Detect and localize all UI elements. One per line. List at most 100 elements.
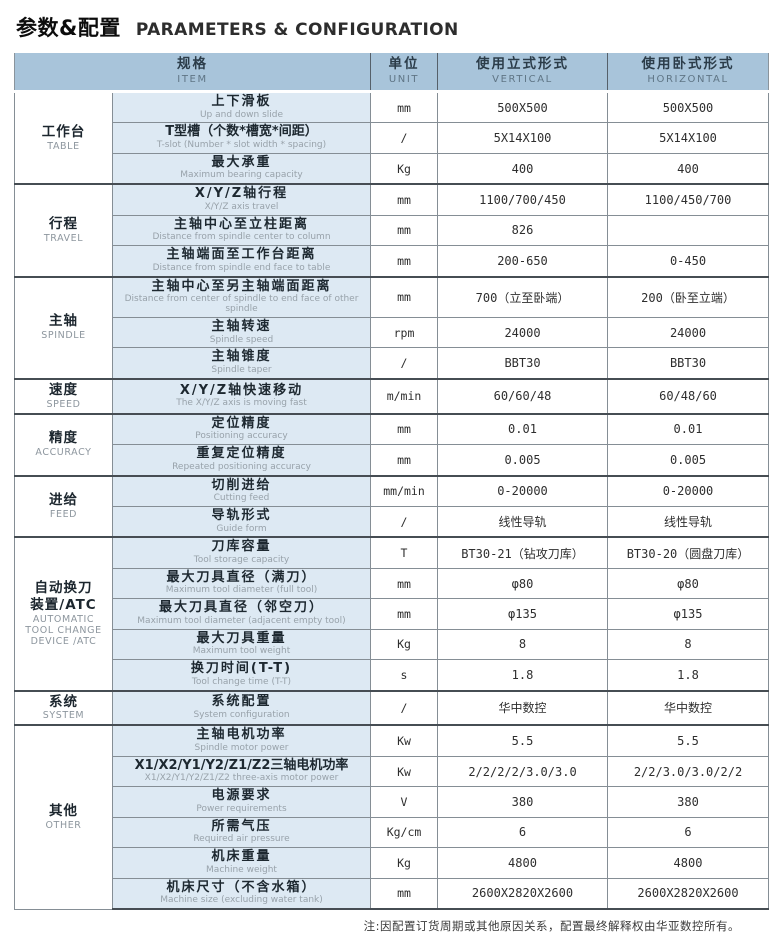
table-row: 其他 OTHER 主轴电机功率 Spindle motor power Kw 5.5 5.5 xyxy=(14,724,769,910)
page-title-zh: 参数&配置 xyxy=(16,16,121,40)
vertical-value-cell: 8 xyxy=(437,628,608,661)
column-header-vertical-zh: 使用立式形式 xyxy=(476,56,569,72)
unit-cell: mm xyxy=(370,567,438,600)
horizontal-value-cell: 华中数控 xyxy=(607,689,769,726)
item-name-en: The X/Y/Z axis is moving fast xyxy=(176,398,307,409)
table-header: 规格 ITEM 单位 UNIT 使用立式形式 VERTICAL 使用卧式形式 H… xyxy=(14,53,769,93)
item-name-en: Machine size (excluding water tank) xyxy=(160,895,323,906)
item-name-en: Positioning accuracy xyxy=(195,431,288,442)
horizontal-value-cell: 4800 xyxy=(607,847,769,879)
category-name-en: AUTOMATIC TOOL CHANGE DEVICE /ATC xyxy=(25,613,102,647)
item-name-en: Up and down slide xyxy=(199,109,284,120)
vertical-value-cell: 826 xyxy=(437,214,608,247)
item-name-en: Maximum bearing capacity xyxy=(180,170,303,181)
horizontal-value-cell: 6 xyxy=(607,816,769,849)
category-name-zh: 精度 xyxy=(49,430,78,447)
category-name-zh: 进给 xyxy=(49,492,78,509)
unit-cell: mm/min xyxy=(370,474,438,507)
item-name-zh: 最大承重 xyxy=(211,154,272,170)
vertical-value-cell: 0-20000 xyxy=(437,474,608,507)
item-name-en: Required air pressure xyxy=(193,834,290,845)
table-row: 电源要求 Power requirements V 380 380 xyxy=(15,786,769,818)
table-row: 最大刀具直径（邻空刀） Maximum tool diameter (adjace… xyxy=(15,598,769,630)
vertical-value-cell: φ135 xyxy=(437,598,608,630)
item-name-en: Maximum tool weight xyxy=(192,646,291,657)
horizontal-value-cell: φ80 xyxy=(607,567,769,600)
item-name-zh: 主轴中心至立柱距离 xyxy=(173,216,309,232)
item-name-zh: 最大刀具直径（邻空刀） xyxy=(158,600,324,616)
category-name-en: SPEED xyxy=(46,398,81,410)
category-name-zh: 工作台 xyxy=(41,123,86,140)
column-header-unit-en: UNIT xyxy=(388,73,420,85)
item-name-en: T-slot (Number * slot width * spacing) xyxy=(156,140,327,150)
category-name-en: ACCURACY xyxy=(35,447,92,459)
page-title-en: PARAMETERS & CONFIGURATION xyxy=(135,20,459,40)
item-name-zh: 重复定位精度 xyxy=(196,446,287,462)
item-name-zh: 刀库容量 xyxy=(211,539,272,555)
horizontal-value-cell: BT30-20（圆盘刀库） xyxy=(607,536,769,569)
item-cell: X/Y/Z轴快速移动 The X/Y/Z axis is moving fast xyxy=(112,377,371,415)
column-header-vertical-en: VERTICAL xyxy=(492,73,553,85)
category-name-zh: 系统 xyxy=(49,693,78,710)
horizontal-value-cell: 400 xyxy=(607,152,769,185)
item-name-zh: 电源要求 xyxy=(211,788,272,804)
vertical-value-cell: 400 xyxy=(437,152,608,185)
column-header-item: 规格 ITEM xyxy=(14,53,371,93)
item-name-zh: 系统配置 xyxy=(211,694,272,710)
horizontal-value-cell: 0.005 xyxy=(607,444,769,477)
category-cell: 系统 SYSTEM xyxy=(14,689,113,726)
item-name-en: X/Y/Z axis travel xyxy=(204,201,279,212)
category-name-en: OTHER xyxy=(45,819,82,831)
unit-cell: m/min xyxy=(370,377,438,415)
unit-cell: / xyxy=(370,347,438,380)
item-name-zh: T型槽（个数*槽宽*间距） xyxy=(165,124,318,140)
vertical-value-cell: 700（立至卧端） xyxy=(437,275,608,318)
table-row: 主轴端面至工作台距离 Distance from spindle end face… xyxy=(15,245,769,278)
vertical-value-cell: 0.005 xyxy=(437,444,608,477)
item-cell: 主轴端面至工作台距离 Distance from spindle end face… xyxy=(112,245,371,278)
unit-cell: mm xyxy=(370,598,438,630)
item-name-zh: 主轴电机功率 xyxy=(196,727,287,743)
category-name-zh: 速度 xyxy=(49,381,78,398)
category-name-zh: 自动换刀 装置/ATC xyxy=(30,580,97,614)
table-row: T型槽（个数*槽宽*间距） T-slot (Number * slot width… xyxy=(15,122,769,154)
unit-cell: mm xyxy=(370,214,438,247)
item-cell: 所需气压 Required air pressure xyxy=(112,816,371,849)
item-name-en: Maximum tool diameter (adjacent empty to… xyxy=(137,615,346,626)
item-name-en: System configuration xyxy=(193,709,290,720)
vertical-value-cell: 1.8 xyxy=(437,659,608,692)
item-name-en: Spindle motor power xyxy=(194,742,289,753)
vertical-value-cell: 线性导轨 xyxy=(437,505,608,538)
category-name-en: SYSTEM xyxy=(42,710,85,722)
item-cell: 最大刀具直径（邻空刀） Maximum tool diameter (adjace… xyxy=(112,598,371,630)
table-row: 主轴转速 Spindle speed rpm 24000 24000 xyxy=(15,316,769,349)
column-header-unit-zh: 单位 xyxy=(388,56,420,72)
item-cell: 最大刀具直径（满刀） Maximum tool diameter (full to… xyxy=(112,567,371,600)
unit-cell: Kw xyxy=(370,755,438,788)
item-name-zh: 机床重量 xyxy=(211,849,272,865)
column-header-horizontal: 使用卧式形式 HORIZONTAL xyxy=(607,53,769,93)
item-name-zh: 最大刀具重量 xyxy=(196,630,287,646)
unit-cell: Kg xyxy=(370,628,438,661)
parameters-table: 规格 ITEM 单位 UNIT 使用立式形式 VERTICAL 使用卧式形式 H… xyxy=(14,53,769,910)
item-cell: 系统配置 System configuration xyxy=(112,689,371,726)
column-header-item-en: ITEM xyxy=(177,73,208,85)
item-name-en: Distance from center of spindle to end f… xyxy=(124,294,359,315)
unit-cell: / xyxy=(370,122,438,154)
unit-cell: mm xyxy=(370,877,438,910)
item-cell: 机床重量 Machine weight xyxy=(112,847,371,879)
item-name-zh: 上下滑板 xyxy=(211,94,272,110)
unit-cell: mm xyxy=(370,275,438,318)
item-name-zh: 定位精度 xyxy=(211,415,272,431)
unit-cell: Kw xyxy=(370,724,438,757)
item-name-en: Machine weight xyxy=(206,864,277,875)
table-row: 系统 SYSTEM 系统配置 System configuration / 华中数控 华中数… xyxy=(14,689,769,726)
table-row: 机床尺寸（不含水箱） Machine size (excluding water … xyxy=(15,877,769,910)
vertical-value-cell: 380 xyxy=(437,786,608,818)
table-row: 主轴 SPINDLE 主轴中心至另主轴端面距离 Distance from cente… xyxy=(14,275,769,380)
unit-cell: T xyxy=(370,536,438,569)
item-name-en: X1/X2/Y1/Y2/Z1/Z2 three-axis motor power xyxy=(144,773,339,784)
horizontal-value-cell: 2/2/3.0/3.0/2/2 xyxy=(607,755,769,788)
unit-cell: rpm xyxy=(370,316,438,349)
vertical-value-cell: 200-650 xyxy=(437,245,608,278)
